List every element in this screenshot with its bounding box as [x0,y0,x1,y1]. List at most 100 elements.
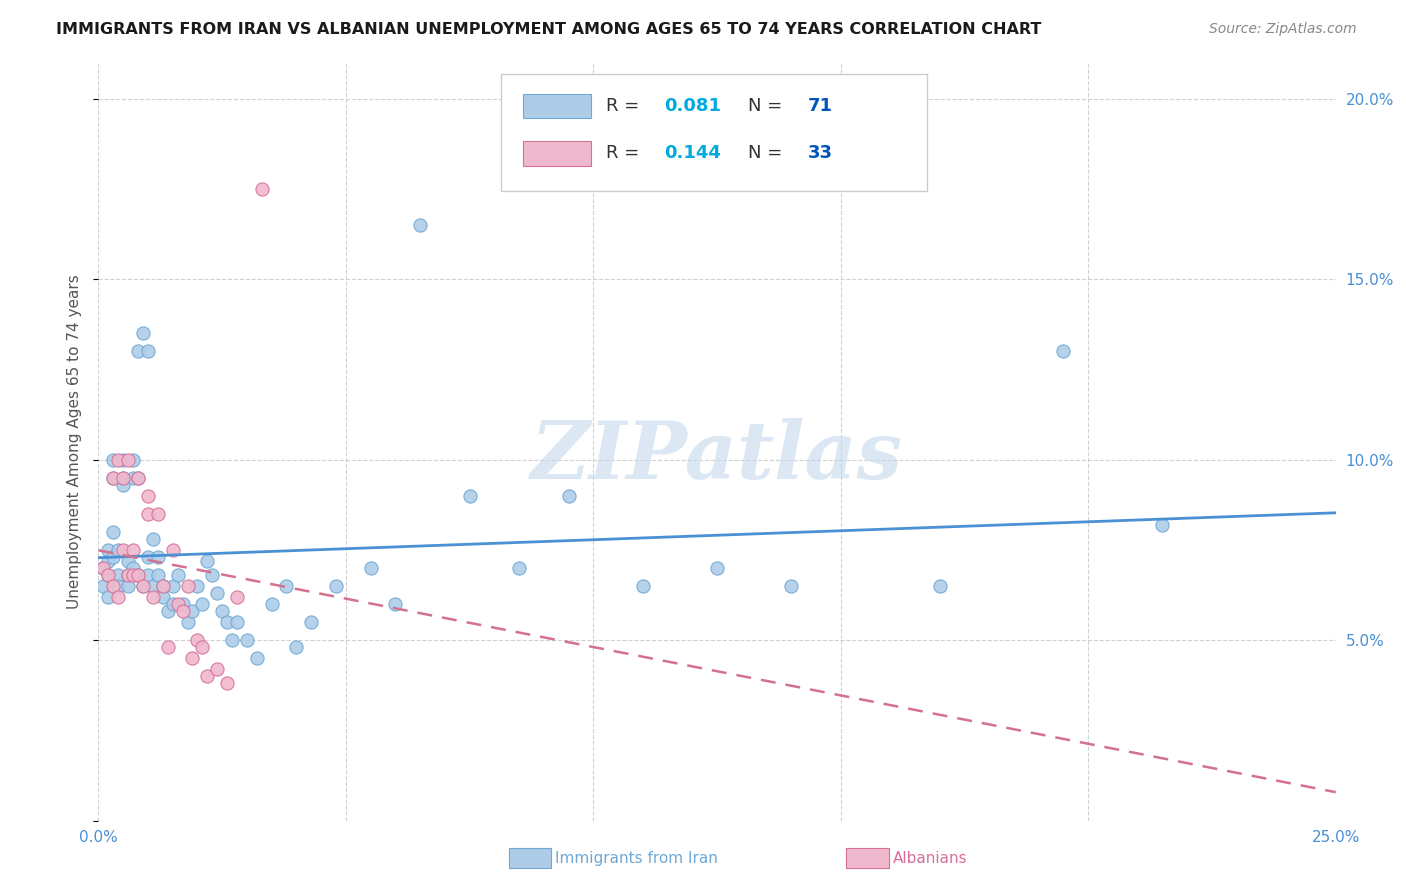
FancyBboxPatch shape [523,94,591,118]
Text: Immigrants from Iran: Immigrants from Iran [555,851,718,865]
Point [176,579,198,593]
Point [191,640,214,655]
Text: N =: N = [748,145,787,162]
Point [136,489,159,503]
Point [122,561,145,575]
Point [458,489,481,503]
Point [217,676,239,690]
Point [132,579,155,593]
Point [201,568,224,582]
Point [221,633,243,648]
Point [107,590,129,604]
Point [557,489,579,503]
Point [117,568,139,582]
Point [107,452,129,467]
Point [93,579,115,593]
Point [127,568,149,582]
Point [152,579,174,593]
Point [127,568,149,582]
Point [409,218,432,232]
Point [136,568,159,582]
Point [103,470,125,484]
FancyBboxPatch shape [501,74,928,191]
Point [112,478,135,492]
Point [146,568,169,582]
Point [112,452,135,467]
Point [1152,517,1174,532]
Point [152,579,174,593]
Text: 0.144: 0.144 [664,145,721,162]
Point [162,579,184,593]
Point [117,554,139,568]
Text: Source: ZipAtlas.com: Source: ZipAtlas.com [1209,22,1357,37]
Point [97,568,120,582]
Point [205,662,228,676]
Point [97,568,120,582]
Text: R =: R = [606,96,645,115]
Point [127,344,149,359]
Point [166,597,188,611]
Point [195,554,218,568]
Point [631,579,654,593]
Point [780,579,803,593]
Point [117,568,139,582]
Point [122,452,145,467]
Point [226,615,249,629]
Point [97,590,120,604]
Point [162,542,184,557]
Point [928,579,950,593]
Point [136,344,159,359]
Point [276,579,298,593]
Point [181,604,204,618]
Point [132,326,155,341]
Point [103,470,125,484]
Point [122,568,145,582]
Point [360,561,382,575]
Point [122,542,145,557]
Point [181,651,204,665]
Text: IMMIGRANTS FROM IRAN VS ALBANIAN UNEMPLOYMENT AMONG AGES 65 TO 74 YEARS CORRELAT: IMMIGRANTS FROM IRAN VS ALBANIAN UNEMPLO… [56,22,1042,37]
Point [103,550,125,565]
Point [205,586,228,600]
Point [226,590,249,604]
Point [97,542,120,557]
Point [142,590,165,604]
Point [211,604,233,618]
Point [103,579,125,593]
Point [146,507,169,521]
Point [93,561,115,575]
Point [176,615,198,629]
Point [195,669,218,683]
Text: 0.081: 0.081 [664,96,721,115]
Point [117,579,139,593]
Point [107,542,129,557]
Point [166,568,188,582]
Point [156,604,179,618]
Point [112,470,135,484]
Point [112,470,135,484]
Point [1052,344,1074,359]
Point [132,579,155,593]
Point [260,597,283,611]
Point [156,640,179,655]
Point [186,633,208,648]
Point [299,615,322,629]
Point [122,470,145,484]
Point [508,561,530,575]
Point [127,470,149,484]
Point [136,507,159,521]
Point [146,550,169,565]
Text: Albanians: Albanians [893,851,967,865]
Point [136,550,159,565]
Point [103,452,125,467]
FancyBboxPatch shape [523,141,591,166]
Point [97,554,120,568]
Point [162,597,184,611]
Point [172,597,194,611]
Point [127,470,149,484]
Point [117,452,139,467]
Point [142,579,165,593]
Text: 33: 33 [807,145,832,162]
Point [107,568,129,582]
Text: ZIPatlas: ZIPatlas [531,418,903,495]
